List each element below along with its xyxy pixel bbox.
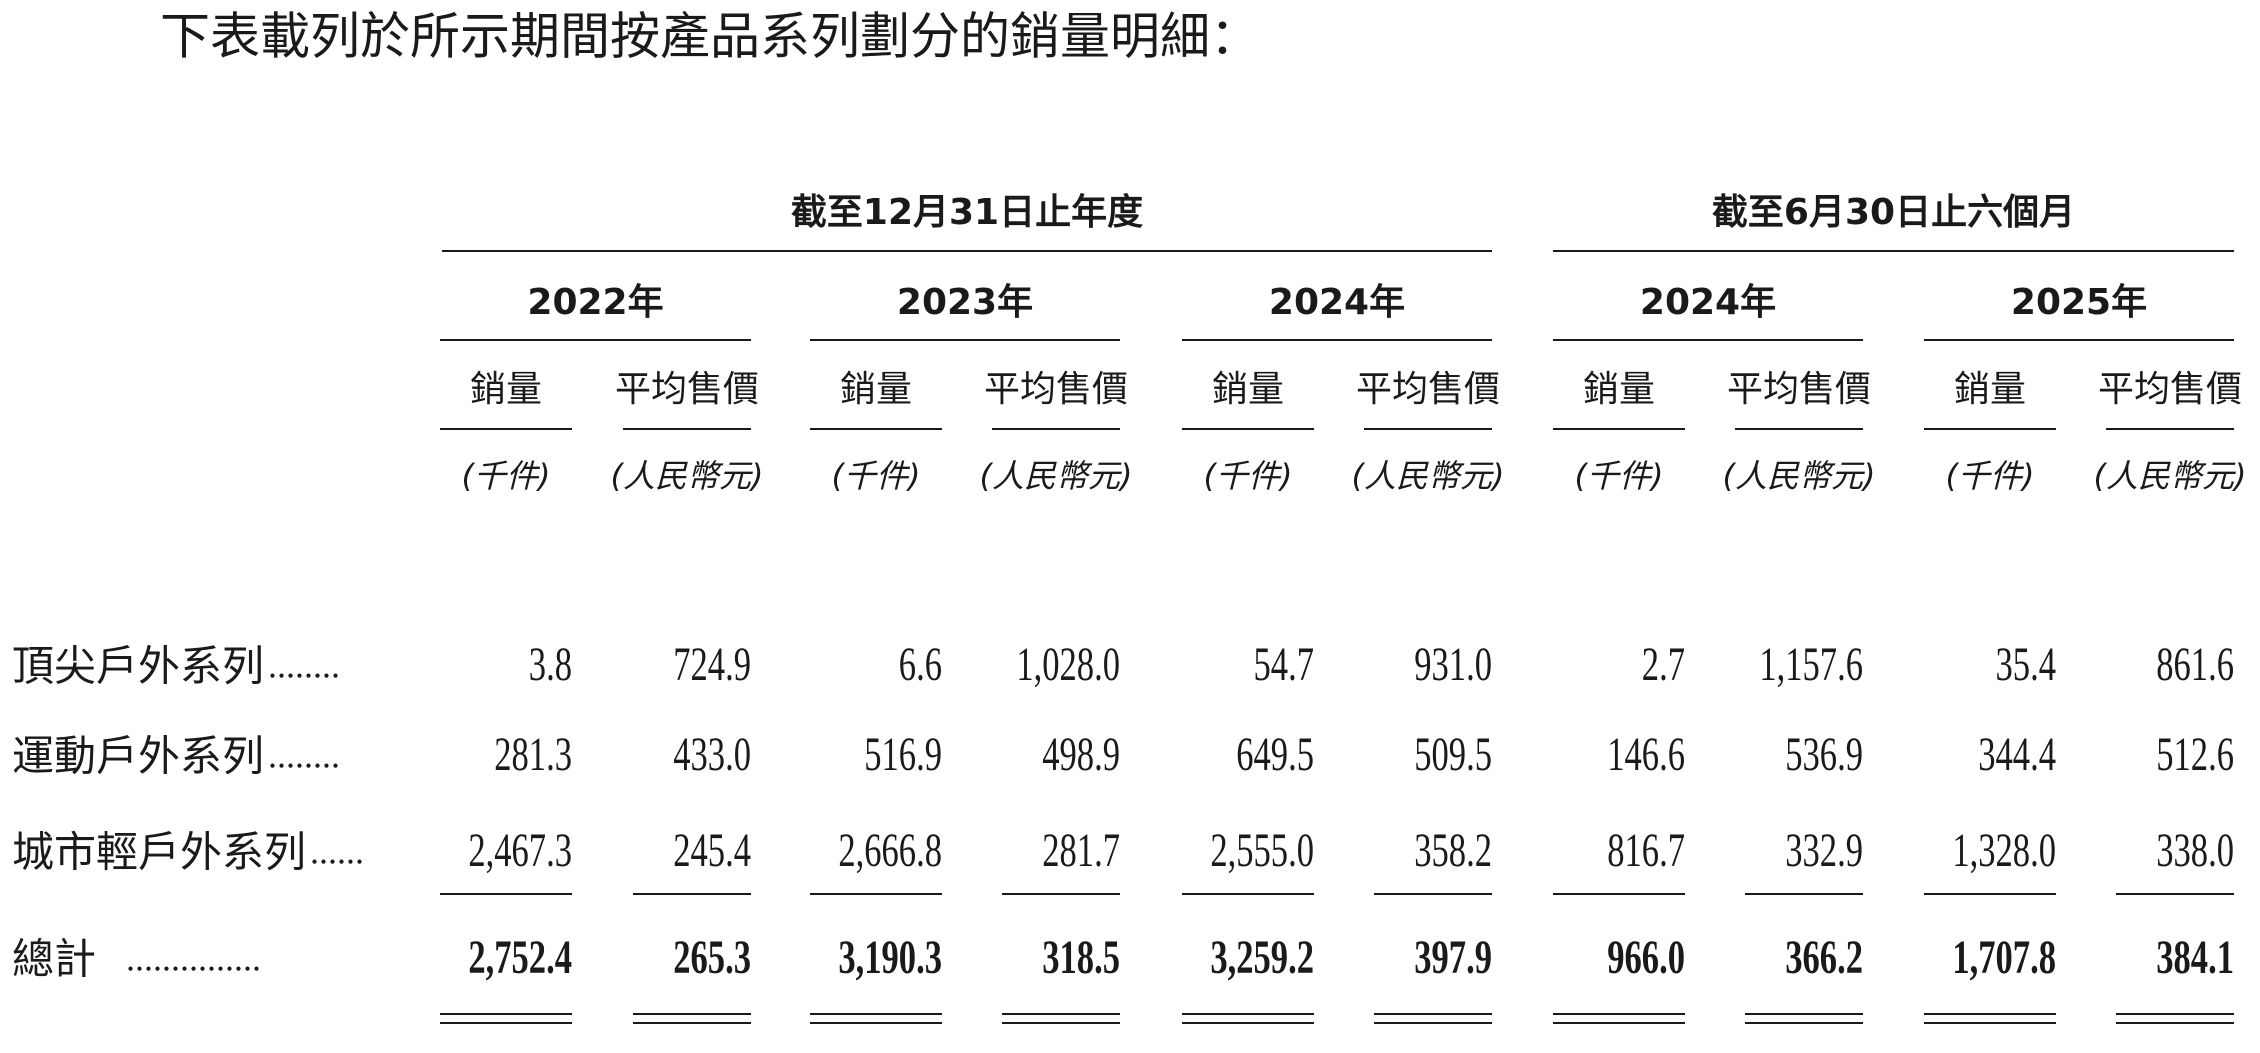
column-header: 平均售價 [615,369,759,410]
cell: 332.9 [1785,825,1863,878]
intro: 下表載列於所示期間按產品系列劃分的銷量明細： [160,8,1260,66]
unit-label: (人民幣元) [980,457,1133,495]
cell: 931.0 [1414,639,1492,692]
cell: 1,328.0 [1952,825,2056,878]
cell: 358.2 [1414,825,1492,878]
cell: 1,157.6 [1759,639,1863,692]
row-label: 城市輕戶外系列 [12,828,306,877]
cell: 1,707.8 [1952,932,2056,985]
row-label: 總計 [12,935,96,984]
unit-label: (千件) [462,457,551,495]
column-header: 平均售價 [1727,369,1871,410]
cell: 384.1 [2156,932,2234,985]
year-header: 2023年 [897,282,1033,323]
cell: 245.4 [673,825,751,878]
year-header: 2022年 [527,282,663,323]
cell: 509.5 [1414,729,1492,782]
unit-label: (千件) [1946,457,2035,495]
cell: 516.9 [864,729,942,782]
column-header: 銷量 [1954,369,2026,410]
cell: 2,555.0 [1210,825,1314,878]
column-header: 銷量 [840,369,912,410]
cell: 816.7 [1607,825,1685,878]
cell: 54.7 [1254,639,1314,692]
cell: 2.7 [1642,639,1685,692]
cell: 433.0 [673,729,751,782]
cell: 318.5 [1042,932,1120,985]
unit-label: (人民幣元) [1352,457,1505,495]
unit-label: (人民幣元) [2094,457,2247,495]
cell: 344.4 [1978,729,2056,782]
column-header: 平均售價 [984,369,1128,410]
row-label: 運動戶外系列 [12,732,264,781]
cell: 3.8 [529,639,572,692]
column-header: 銷量 [1212,369,1284,410]
column-header: 平均售價 [2098,369,2242,410]
cell: 3,190.3 [838,932,942,985]
year-header: 2025年 [2011,282,2147,323]
year-header: 2024年 [1269,282,1405,323]
cell: 35.4 [1996,639,2057,692]
unit-label: (人民幣元) [611,457,764,495]
unit-label: (千件) [832,457,921,495]
cell: 2,666.8 [838,825,942,878]
cell: 2,752.4 [468,932,572,985]
row-label: 頂尖戶外系列 [12,642,264,691]
leader-dots: ........ [268,735,340,775]
cell: 512.6 [2156,729,2234,782]
cell: 724.9 [673,639,751,692]
cell: 3,259.2 [1210,932,1314,985]
cell: 265.3 [673,932,751,985]
column-header: 平均售價 [1356,369,1500,410]
cell: 338.0 [2156,825,2234,878]
column-header: 銷量 [470,369,542,410]
unit-label: (人民幣元) [1723,457,1876,495]
unit-label: (千件) [1204,457,1293,495]
leader-dots: ........ [268,645,340,685]
year-header: 2024年 [1640,282,1776,323]
cell: 966.0 [1607,932,1685,985]
cell: 146.6 [1607,729,1685,782]
unit-label: (千件) [1575,457,1664,495]
cell: 281.3 [494,729,572,782]
cell: 366.2 [1785,932,1863,985]
period-header: 截至6月30日止六個月 [1712,192,2075,233]
column-header: 銷量 [1583,369,1655,410]
cell: 2,467.3 [468,825,572,878]
cell: 861.6 [2156,639,2234,692]
period-header: 截至12月31日止年度 [791,192,1143,233]
leader-dots: ...... [310,831,364,871]
cell: 6.6 [899,639,942,692]
cell: 1,028.0 [1016,639,1120,692]
cell: 397.9 [1414,932,1492,985]
cell: 536.9 [1785,729,1863,782]
leader-dots: ............... [126,938,261,978]
cell: 281.7 [1042,825,1120,878]
cell: 498.9 [1042,729,1120,782]
cell: 649.5 [1236,729,1314,782]
